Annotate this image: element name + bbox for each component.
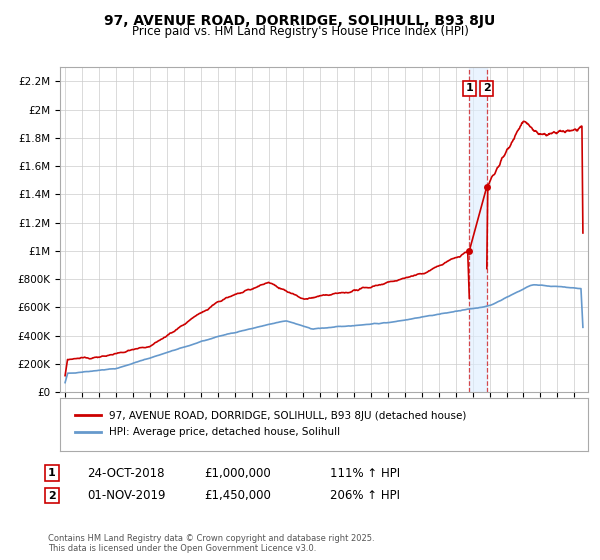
Text: Price paid vs. HM Land Registry's House Price Index (HPI): Price paid vs. HM Land Registry's House … — [131, 25, 469, 38]
Text: 1: 1 — [48, 468, 56, 478]
Text: Contains HM Land Registry data © Crown copyright and database right 2025.
This d: Contains HM Land Registry data © Crown c… — [48, 534, 374, 553]
Text: 1: 1 — [466, 83, 473, 94]
Text: 97, AVENUE ROAD, DORRIDGE, SOLIHULL, B93 8JU: 97, AVENUE ROAD, DORRIDGE, SOLIHULL, B93… — [104, 14, 496, 28]
Text: 2: 2 — [48, 491, 56, 501]
Text: 206% ↑ HPI: 206% ↑ HPI — [330, 489, 400, 502]
Text: 24-OCT-2018: 24-OCT-2018 — [87, 466, 164, 480]
Text: 111% ↑ HPI: 111% ↑ HPI — [330, 466, 400, 480]
Text: £1,450,000: £1,450,000 — [204, 489, 271, 502]
Text: 2: 2 — [483, 83, 491, 94]
Bar — [469, 67, 487, 392]
Text: 01-NOV-2019: 01-NOV-2019 — [87, 489, 166, 502]
Legend: 97, AVENUE ROAD, DORRIDGE, SOLIHULL, B93 8JU (detached house), HPI: Average pric: 97, AVENUE ROAD, DORRIDGE, SOLIHULL, B93… — [70, 407, 470, 441]
Text: £1,000,000: £1,000,000 — [204, 466, 271, 480]
